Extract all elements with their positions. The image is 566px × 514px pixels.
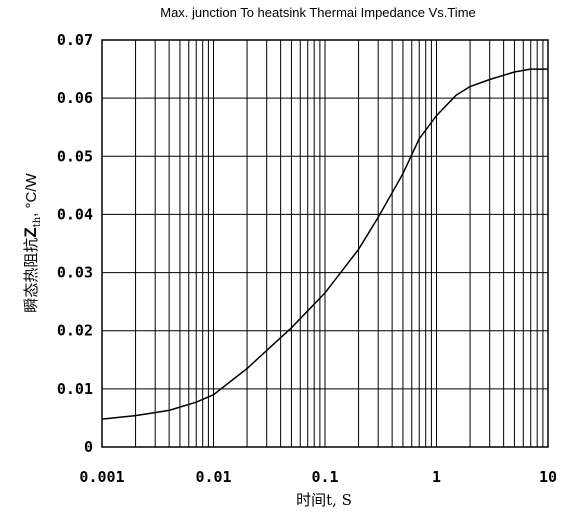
series-line-zth [101, 68, 548, 420]
x-tick-label: 0.001 [79, 468, 124, 486]
y-tick-label: 0.04 [57, 205, 93, 223]
chart-title: Max. junction To heatsink Thermai Impeda… [160, 5, 476, 20]
x-tick-label: 0.1 [311, 468, 338, 486]
x-tick-labels: 0.001 0.01 0.1 1 10 [79, 468, 557, 486]
y-tick-label: 0.03 [57, 264, 93, 282]
y-tick-label: 0 [84, 438, 93, 456]
y-tick-label: 0.01 [57, 380, 93, 398]
plot-frame [101, 39, 549, 448]
y-tick-label: 0.02 [57, 322, 93, 340]
y-axis-label: 瞬态热阻抗Zth, °C/W [21, 172, 43, 312]
grid [101, 39, 549, 448]
y-tick-label: 0.05 [57, 147, 93, 165]
x-axis-label: 时间t, S [296, 491, 352, 509]
x-tick-label: 0.01 [195, 468, 231, 486]
y-tick-label: 0.07 [57, 31, 93, 49]
y-tick-label: 0.06 [57, 89, 93, 107]
x-tick-label: 1 [432, 468, 441, 486]
y-tick-labels: 0 0.01 0.02 0.03 0.04 0.05 0.06 0.07 [57, 31, 93, 456]
x-tick-label: 10 [539, 468, 557, 486]
